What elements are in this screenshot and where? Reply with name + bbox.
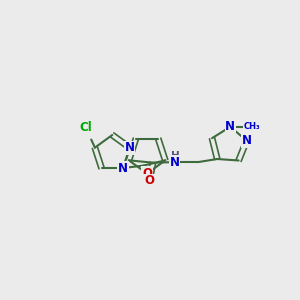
Text: O: O — [142, 167, 152, 180]
Text: N: N — [169, 156, 179, 169]
Text: Cl: Cl — [80, 122, 92, 134]
Text: N: N — [242, 134, 252, 147]
Text: H: H — [171, 151, 179, 161]
Text: N: N — [118, 161, 128, 175]
Text: CH₃: CH₃ — [244, 122, 260, 131]
Text: O: O — [145, 174, 154, 188]
Text: N: N — [225, 120, 235, 133]
Text: N: N — [124, 141, 135, 154]
